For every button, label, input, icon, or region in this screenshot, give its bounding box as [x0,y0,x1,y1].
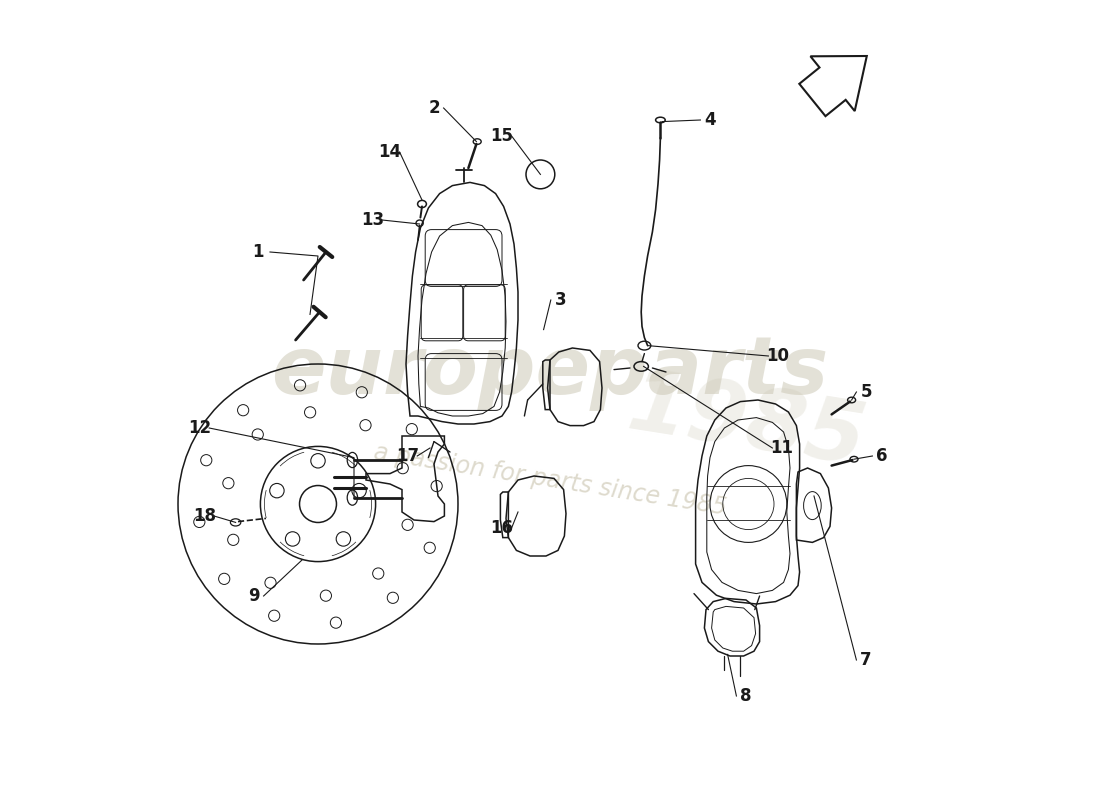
Text: 2: 2 [428,99,440,117]
Text: 11: 11 [770,439,793,457]
Text: 17: 17 [396,447,419,465]
Text: 7: 7 [860,651,872,669]
Text: 1: 1 [252,243,264,261]
Text: 10: 10 [767,347,790,365]
Text: 12: 12 [188,419,211,437]
Text: europeparts: europeparts [272,333,828,411]
Text: 14: 14 [378,143,402,161]
Text: 4: 4 [704,111,716,129]
Text: 9: 9 [249,587,260,605]
Text: 15: 15 [491,127,514,145]
Text: 6: 6 [877,447,888,465]
Text: 8: 8 [740,687,751,705]
Text: 1985: 1985 [621,364,871,484]
Text: 5: 5 [860,383,871,401]
Text: 18: 18 [192,507,216,525]
Text: a passion for parts since 1985: a passion for parts since 1985 [372,440,728,520]
Text: 13: 13 [361,211,384,229]
Text: 3: 3 [554,291,566,309]
Text: 16: 16 [491,519,514,537]
